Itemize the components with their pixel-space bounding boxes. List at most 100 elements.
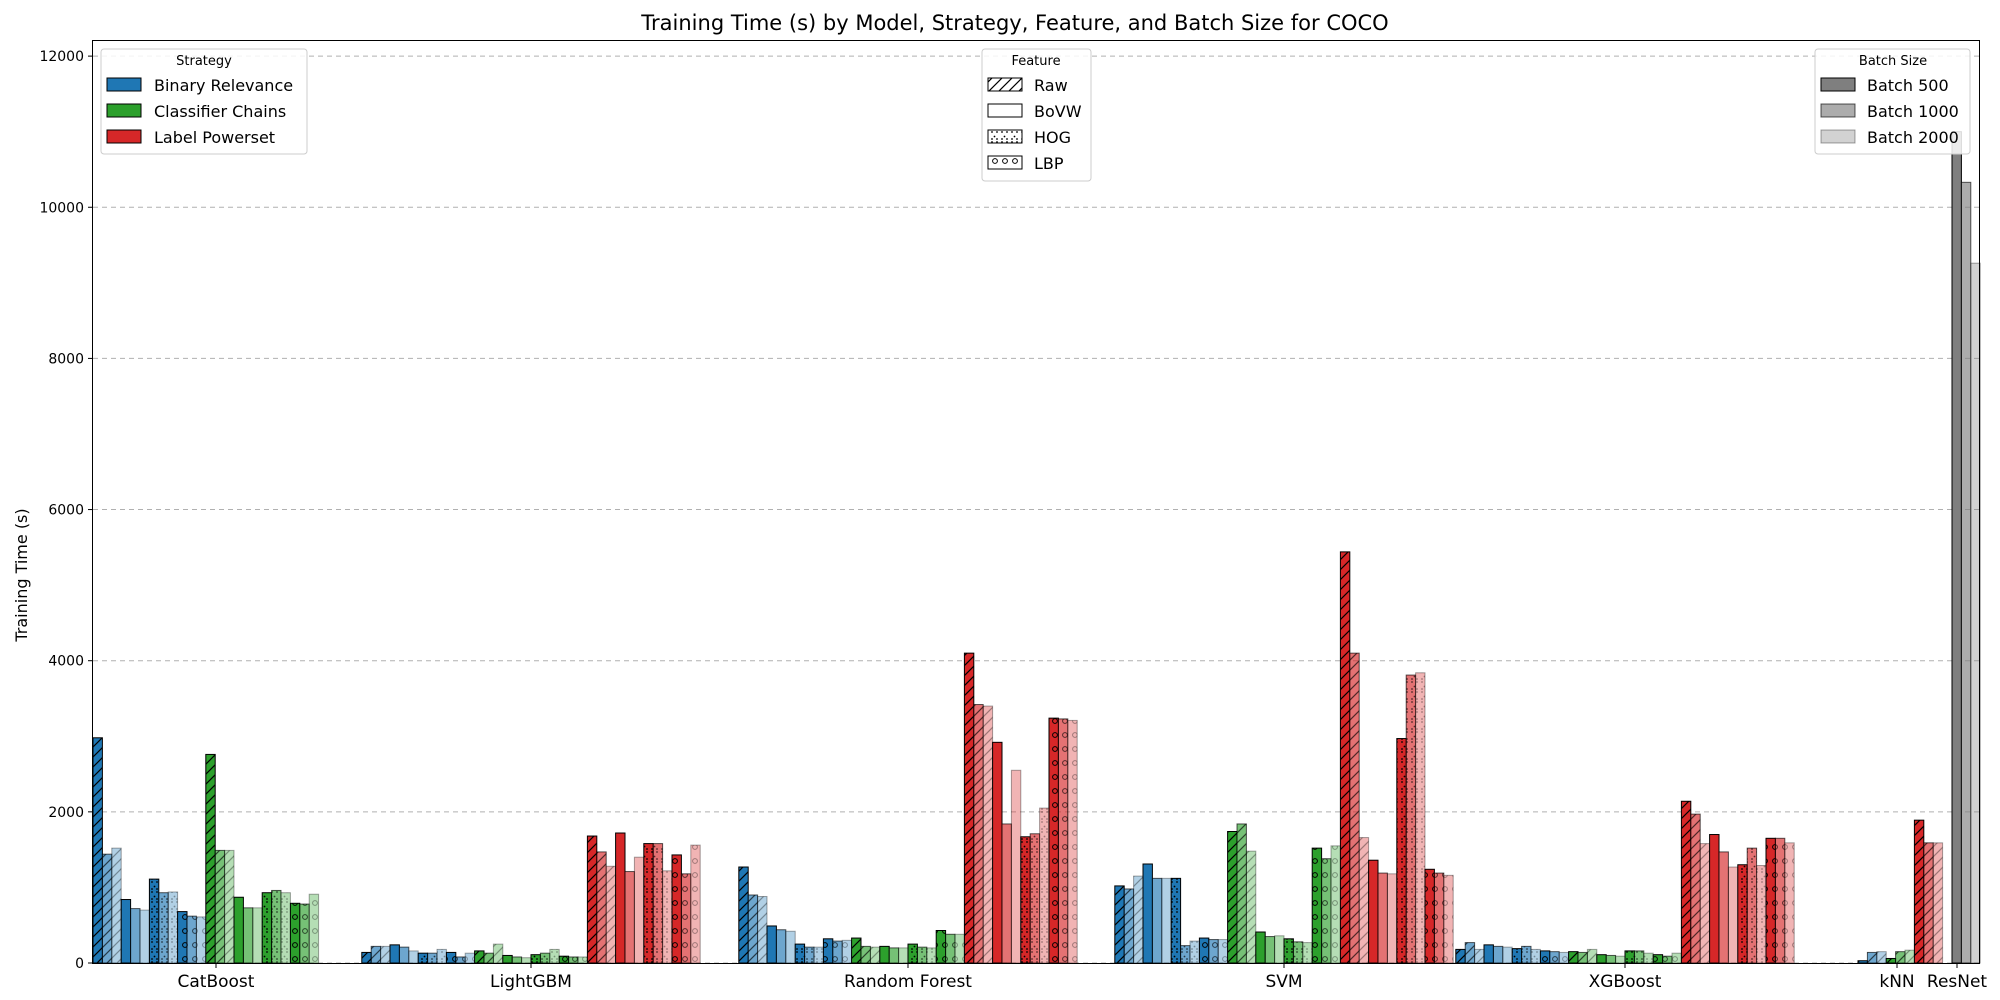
bar-svm-classifier-chains-hog-batch-500: [1283, 938, 1294, 964]
legend-feature: Feature Raw BoVW HOG LBP: [981, 48, 1092, 182]
bar-catboost-binary-relevance-lbp-batch-1000: [186, 915, 197, 964]
plot-frame: [92, 40, 1980, 964]
bar-random-forest-classifier-chains-hog-batch-1000: [916, 946, 928, 964]
bar-lightgbm-classifier-chains-lbp-batch-500: [558, 955, 570, 964]
bar-lightgbm-binary-relevance-bovw-batch-1000: [398, 946, 410, 964]
bar-lightgbm-binary-relevance-lbp-batch-500: [445, 951, 457, 964]
bar-lightgbm-label-powerset-raw-batch-500: [586, 835, 598, 964]
bar-catboost-binary-relevance-raw-batch-2000: [111, 847, 122, 964]
bar-xgboost-classifier-chains-hog-batch-1000: [1633, 950, 1645, 964]
legend-label-classifier-chains: Classifier Chains: [154, 102, 286, 121]
bar-lightgbm-label-powerset-lbp-batch-1000: [680, 873, 692, 964]
bar-catboost-binary-relevance-bovw-batch-2000: [139, 909, 150, 964]
bar-lightgbm-label-powerset-lbp-batch-500: [671, 854, 682, 964]
bar-xgboost-classifier-chains-raw-batch-2000: [1586, 948, 1598, 964]
bar-xgboost-label-powerset-bovw-batch-1000: [1718, 851, 1729, 964]
bar-xgboost-label-powerset-raw-batch-1000: [1690, 813, 1701, 964]
bar-random-forest-classifier-chains-bovw-batch-500: [879, 945, 890, 964]
bar-catboost-binary-relevance-raw-batch-1000: [101, 853, 113, 964]
legend-label-bovw: BoVW: [1034, 102, 1082, 121]
bar-lightgbm-label-powerset-bovw-batch-500: [615, 832, 626, 964]
bar-random-forest-binary-relevance-raw-batch-500: [738, 866, 749, 964]
bar-random-forest-classifier-chains-lbp-batch-500: [935, 930, 947, 964]
legend-swatch-label-powerset: [106, 129, 142, 144]
x-tick-label: SVM: [1265, 972, 1302, 992]
bar-lightgbm-label-powerset-hog-batch-1000: [652, 843, 664, 964]
bar-random-forest-binary-relevance-raw-batch-1000: [747, 894, 759, 964]
bar-resnet-batch-500: [1951, 131, 1962, 964]
bar-random-forest-label-powerset-raw-batch-2000: [982, 705, 994, 964]
y-tick-label: 10000: [39, 200, 84, 216]
legend-label-raw: Raw: [1034, 76, 1068, 95]
bar-svm-label-powerset-hog-batch-1000: [1405, 674, 1417, 964]
bar-knn-binary-relevance-raw-batch-500: [1857, 960, 1868, 964]
bar-catboost-classifier-chains-hog-batch-2000: [280, 892, 291, 964]
bar-xgboost-label-powerset-raw-batch-500: [1680, 800, 1692, 964]
bar-lightgbm-classifier-chains-hog-batch-500: [530, 954, 541, 964]
bar-catboost-classifier-chains-hog-batch-500: [261, 892, 273, 964]
legend-label-batch-2000: Batch 2000: [1867, 128, 1959, 147]
x-tick-label: XGBoost: [1589, 972, 1662, 992]
bar-svm-binary-relevance-hog-batch-500: [1170, 877, 1182, 964]
bar-catboost-classifier-chains-raw-batch-500: [205, 753, 216, 964]
bar-lightgbm-binary-relevance-hog-batch-2000: [436, 948, 447, 964]
bar-svm-binary-relevance-raw-batch-2000: [1133, 875, 1144, 964]
bar-lightgbm-label-powerset-hog-batch-2000: [662, 870, 673, 964]
bar-svm-classifier-chains-lbp-batch-2000: [1330, 845, 1341, 964]
bar-svm-binary-relevance-hog-batch-2000: [1189, 940, 1200, 964]
bar-xgboost-binary-relevance-raw-batch-500: [1455, 948, 1466, 964]
bar-resnet-batch-2000: [1970, 262, 1981, 964]
legend-label-binary-relevance: Binary Relevance: [154, 76, 293, 95]
bar-svm-classifier-chains-hog-batch-1000: [1292, 941, 1304, 964]
bar-group: [92, 131, 1981, 964]
legend-strategy: Strategy Binary Relevance Classifier Cha…: [100, 48, 308, 155]
bar-lightgbm-label-powerset-lbp-batch-2000: [690, 844, 701, 964]
bar-lightgbm-label-powerset-bovw-batch-2000: [633, 856, 645, 964]
bar-lightgbm-label-powerset-raw-batch-1000: [596, 851, 607, 964]
bar-xgboost-classifier-chains-hog-batch-500: [1624, 950, 1635, 964]
bar-svm-classifier-chains-bovw-batch-1000: [1264, 936, 1276, 964]
bar-svm-classifier-chains-lbp-batch-1000: [1321, 858, 1332, 964]
bar-knn-label-powerset-raw-batch-2000: [1932, 842, 1944, 964]
bar-xgboost-binary-relevance-raw-batch-1000: [1464, 942, 1476, 964]
bar-xgboost-classifier-chains-bovw-batch-1000: [1605, 954, 1617, 964]
bar-lightgbm-binary-relevance-raw-batch-1000: [370, 945, 382, 964]
bar-lightgbm-classifier-chains-raw-batch-500: [474, 950, 485, 964]
bar-lightgbm-classifier-chains-hog-batch-2000: [549, 948, 560, 964]
bar-catboost-classifier-chains-raw-batch-2000: [224, 849, 235, 964]
bar-random-forest-label-powerset-hog-batch-2000: [1039, 807, 1050, 964]
bar-lightgbm-classifier-chains-bovw-batch-2000: [521, 957, 532, 964]
bar-random-forest-classifier-chains-lbp-batch-2000: [954, 933, 965, 964]
bar-catboost-classifier-chains-hog-batch-1000: [271, 889, 282, 964]
bar-random-forest-label-powerset-lbp-batch-1000: [1057, 718, 1069, 964]
bar-xgboost-binary-relevance-bovw-batch-500: [1483, 944, 1494, 964]
legend-swatch-bovw: [987, 103, 1023, 118]
bar-knn-classifier-chains-raw-batch-2000: [1904, 949, 1915, 964]
bar-knn-classifier-chains-raw-batch-500: [1885, 957, 1897, 964]
legend-label-lbp: LBP: [1034, 154, 1064, 173]
x-tick-label: ResNet: [1927, 972, 1988, 992]
bar-catboost-classifier-chains-bovw-batch-1000: [242, 907, 254, 964]
y-tick-label: 2000: [48, 805, 84, 821]
legend-label-hog: HOG: [1034, 128, 1071, 147]
legend-swatch-batch-500: [1820, 77, 1856, 92]
y-tick-label: 0: [75, 956, 84, 972]
bar-svm-label-powerset-hog-batch-2000: [1415, 672, 1426, 964]
bar-svm-binary-relevance-hog-batch-1000: [1180, 945, 1191, 964]
bar-svm-label-powerset-bovw-batch-1000: [1377, 872, 1388, 964]
bar-svm-label-powerset-bovw-batch-2000: [1386, 873, 1398, 964]
bar-xgboost-classifier-chains-lbp-batch-500: [1652, 954, 1664, 964]
bar-lightgbm-binary-relevance-lbp-batch-2000: [464, 952, 476, 964]
bar-catboost-binary-relevance-lbp-batch-500: [177, 911, 188, 964]
bar-catboost-classifier-chains-bovw-batch-500: [233, 896, 244, 964]
bar-random-forest-classifier-chains-raw-batch-500: [851, 937, 862, 964]
bar-random-forest-binary-relevance-hog-batch-500: [794, 943, 806, 964]
bar-catboost-classifier-chains-lbp-batch-500: [289, 902, 301, 964]
bar-lightgbm-classifier-chains-bovw-batch-500: [502, 954, 513, 964]
bar-svm-label-powerset-lbp-batch-1000: [1433, 872, 1445, 964]
x-tick-label: LightGBM: [490, 972, 572, 992]
bar-random-forest-binary-relevance-lbp-batch-500: [822, 938, 834, 964]
bar-random-forest-label-powerset-hog-batch-1000: [1029, 833, 1041, 964]
bar-xgboost-label-powerset-hog-batch-2000: [1756, 865, 1767, 964]
